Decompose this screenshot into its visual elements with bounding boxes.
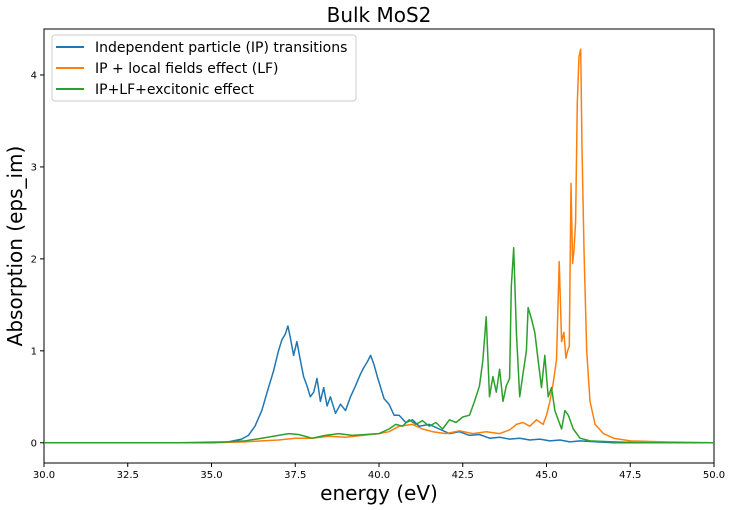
x-tick-label: 35.0 bbox=[200, 470, 222, 481]
legend-label-2: IP + local fields effect (LF) bbox=[95, 61, 279, 77]
y-axis-ticks: 0 1 2 3 4 bbox=[31, 70, 44, 449]
legend-label-1: Independent particle (IP) transitions bbox=[95, 40, 347, 56]
y-tick-label: 4 bbox=[31, 70, 37, 81]
legend-box bbox=[51, 34, 357, 102]
series-line-2 bbox=[44, 48, 715, 444]
x-tick-label: 37.5 bbox=[284, 470, 306, 481]
legend-label-3: IP+LF+excitonic effect bbox=[95, 82, 254, 98]
y-axis-label: Absorption (eps_im) bbox=[3, 146, 27, 347]
series-line-1 bbox=[44, 325, 714, 444]
x-tick-label: 32.5 bbox=[117, 470, 139, 481]
x-axis-ticks: 30.0 32.5 35.0 37.5 40.0 42.5 45.0 47.5 50.0 bbox=[33, 463, 725, 481]
series-line-3 bbox=[44, 247, 714, 444]
x-tick-label: 45.0 bbox=[535, 470, 557, 481]
y-tick-label: 1 bbox=[31, 346, 37, 357]
y-tick-label: 3 bbox=[31, 162, 37, 173]
x-tick-label: 42.5 bbox=[452, 470, 474, 481]
x-tick-label: 50.0 bbox=[703, 470, 725, 481]
chart-title: Bulk MoS2 bbox=[327, 3, 432, 27]
x-tick-label: 47.5 bbox=[619, 470, 641, 481]
x-axis-label: energy (eV) bbox=[320, 481, 438, 505]
legend: Independent particle (IP) transitions IP … bbox=[51, 34, 357, 102]
series-lines bbox=[44, 48, 715, 444]
x-tick-label: 30.0 bbox=[33, 470, 55, 481]
y-tick-label: 0 bbox=[31, 438, 37, 449]
y-tick-label: 2 bbox=[31, 254, 37, 265]
x-tick-label: 40.0 bbox=[368, 470, 390, 481]
